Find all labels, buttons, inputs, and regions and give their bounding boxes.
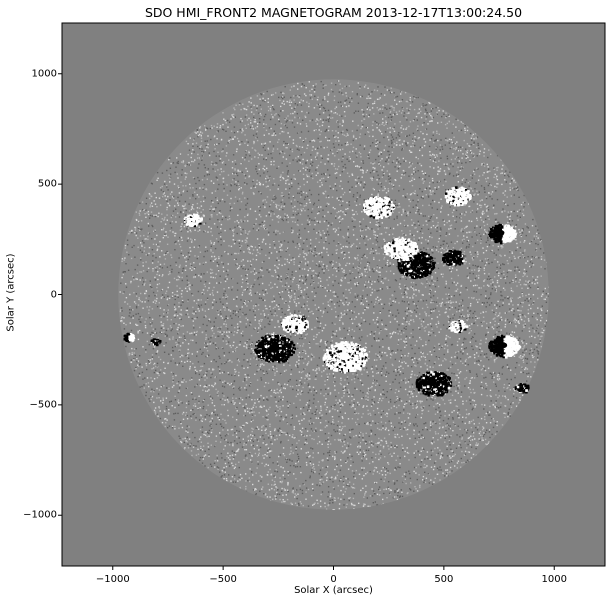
y-tick-label: 0	[17, 289, 57, 300]
active-region	[415, 371, 453, 397]
x-tick-label: 500	[434, 574, 453, 585]
active-region	[254, 333, 297, 364]
active-regions	[123, 186, 530, 397]
active-region	[488, 334, 522, 359]
active-region	[383, 236, 419, 262]
active-region	[123, 332, 136, 343]
active-region	[442, 249, 465, 266]
active-region	[150, 338, 162, 347]
solar-disk	[118, 79, 549, 510]
active-region	[363, 195, 396, 220]
x-tick-label: 1000	[541, 574, 566, 585]
solar-disk-surface	[118, 79, 549, 510]
y-tick-label: −1000	[17, 510, 57, 521]
active-region	[514, 383, 530, 394]
x-tick-label: −1000	[96, 574, 130, 585]
active-region	[183, 213, 203, 228]
y-tick-label: 500	[17, 179, 57, 190]
active-region	[448, 319, 469, 334]
x-tick-label: −500	[209, 574, 236, 585]
y-axis-label: Solar Y (arcsec)	[6, 218, 17, 368]
chart-title: SDO HMI_FRONT2 MAGNETOGRAM 2013-12-17T13…	[62, 5, 605, 20]
tick-marks	[58, 73, 555, 570]
active-region	[280, 314, 309, 335]
active-region	[488, 223, 517, 245]
y-tick-label: −500	[17, 399, 57, 410]
active-region	[322, 341, 369, 374]
x-axis-label: Solar X (arcsec)	[62, 585, 605, 596]
active-region	[444, 186, 472, 207]
x-tick-label: 0	[330, 574, 336, 585]
y-tick-label: 1000	[17, 68, 57, 79]
